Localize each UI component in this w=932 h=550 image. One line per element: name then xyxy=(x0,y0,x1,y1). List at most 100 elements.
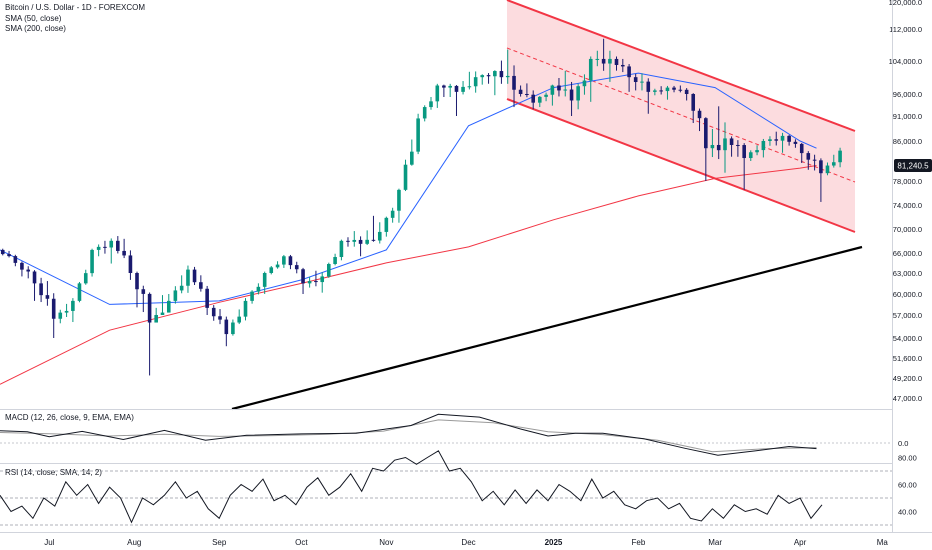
candle-body[interactable] xyxy=(621,64,625,67)
candle-body[interactable] xyxy=(0,249,5,255)
candle-body[interactable] xyxy=(288,256,293,266)
candle-body[interactable] xyxy=(633,77,638,83)
candle-body[interactable] xyxy=(77,283,82,301)
candle-body[interactable] xyxy=(653,90,657,92)
candle-body[interactable] xyxy=(806,153,811,160)
candle-body[interactable] xyxy=(141,289,146,294)
candle-body[interactable] xyxy=(793,141,798,144)
candle-body[interactable] xyxy=(231,322,235,335)
candle-body[interactable] xyxy=(294,265,299,270)
candle-body[interactable] xyxy=(518,89,523,94)
support-trendline[interactable] xyxy=(231,245,863,411)
candle-body[interactable] xyxy=(116,240,120,251)
candle-body[interactable] xyxy=(320,276,325,283)
candle-body[interactable] xyxy=(531,94,536,103)
channel-upper-line[interactable] xyxy=(506,0,856,132)
candle-body[interactable] xyxy=(64,310,69,313)
candle-body[interactable] xyxy=(346,240,350,242)
candle-body[interactable] xyxy=(640,81,644,83)
candle-body[interactable] xyxy=(13,256,18,263)
candle-body[interactable] xyxy=(90,249,94,274)
candle-body[interactable] xyxy=(429,101,433,108)
candle-body[interactable] xyxy=(742,145,746,159)
candle-body[interactable] xyxy=(26,269,31,272)
candle-body[interactable] xyxy=(384,217,389,232)
candle-body[interactable] xyxy=(627,66,631,78)
candle-body[interactable] xyxy=(7,254,11,257)
candle-body[interactable] xyxy=(377,231,382,241)
candle-body[interactable] xyxy=(352,239,357,242)
candle-body[interactable] xyxy=(588,58,593,81)
candle-body[interactable] xyxy=(569,89,574,101)
candle-body[interactable] xyxy=(557,85,561,91)
candle-body[interactable] xyxy=(544,94,548,97)
candle-body[interactable] xyxy=(51,298,56,319)
candle-body[interactable] xyxy=(768,139,772,141)
candle-body[interactable] xyxy=(780,135,785,141)
candle-body[interactable] xyxy=(710,144,715,149)
candle-body[interactable] xyxy=(211,307,216,317)
candle-body[interactable] xyxy=(186,269,190,286)
candle-body[interactable] xyxy=(761,141,766,151)
candle-body[interactable] xyxy=(678,89,683,91)
candle-body[interactable] xyxy=(371,239,376,241)
candle-body[interactable] xyxy=(774,139,779,141)
candle-body[interactable] xyxy=(473,77,478,87)
candle-body[interactable] xyxy=(812,159,817,161)
candle-body[interactable] xyxy=(199,282,203,289)
candle-body[interactable] xyxy=(179,285,184,291)
candle-body[interactable] xyxy=(160,312,165,315)
candle-body[interactable] xyxy=(704,118,708,149)
candle-body[interactable] xyxy=(39,283,43,296)
candle-body[interactable] xyxy=(716,144,721,151)
candle-body[interactable] xyxy=(358,239,363,244)
candle-body[interactable] xyxy=(442,85,446,88)
candle-body[interactable] xyxy=(403,164,408,190)
candle-body[interactable] xyxy=(333,257,337,264)
candle-body[interactable] xyxy=(269,267,274,273)
candle-body[interactable] xyxy=(582,80,587,87)
candle-body[interactable] xyxy=(563,89,568,91)
candle-body[interactable] xyxy=(787,135,791,142)
candle-body[interactable] xyxy=(525,94,529,95)
candle-body[interactable] xyxy=(390,210,395,218)
candle-body[interactable] xyxy=(365,239,369,244)
candle-body[interactable] xyxy=(422,107,427,119)
candle-body[interactable] xyxy=(154,315,158,323)
candle-body[interactable] xyxy=(147,293,152,323)
candle-body[interactable] xyxy=(339,240,344,258)
candle-body[interactable] xyxy=(237,316,242,323)
candle-body[interactable] xyxy=(537,96,542,103)
candle-body[interactable] xyxy=(301,269,305,284)
candle-body[interactable] xyxy=(327,263,331,277)
candle-body[interactable] xyxy=(109,240,114,248)
candle-body[interactable] xyxy=(83,273,88,284)
candle-body[interactable] xyxy=(799,143,804,154)
candle-body[interactable] xyxy=(614,58,619,65)
candle-body[interactable] xyxy=(512,75,516,90)
candle-body[interactable] xyxy=(595,58,600,60)
candle-body[interactable] xyxy=(819,160,823,174)
candle-body[interactable] xyxy=(486,75,491,77)
candle-body[interactable] xyxy=(825,165,830,174)
candle-body[interactable] xyxy=(748,152,753,159)
candle-body[interactable] xyxy=(665,87,670,92)
candle-body[interactable] xyxy=(831,162,836,166)
candle-body[interactable] xyxy=(314,281,318,283)
candle-body[interactable] xyxy=(416,118,420,152)
candle-body[interactable] xyxy=(729,138,734,145)
candle-body[interactable] xyxy=(122,250,126,256)
candle-body[interactable] xyxy=(103,246,107,248)
candle-body[interactable] xyxy=(480,75,485,78)
candle-body[interactable] xyxy=(282,256,286,265)
candle-body[interactable] xyxy=(135,273,139,290)
candle-body[interactable] xyxy=(691,94,696,111)
candle-body[interactable] xyxy=(755,150,759,153)
candle-body[interactable] xyxy=(550,85,555,95)
candle-body[interactable] xyxy=(250,291,254,301)
candle-body[interactable] xyxy=(224,319,229,335)
candle-body[interactable] xyxy=(435,85,440,102)
candle-body[interactable] xyxy=(173,290,178,301)
candle-body[interactable] xyxy=(723,138,727,151)
